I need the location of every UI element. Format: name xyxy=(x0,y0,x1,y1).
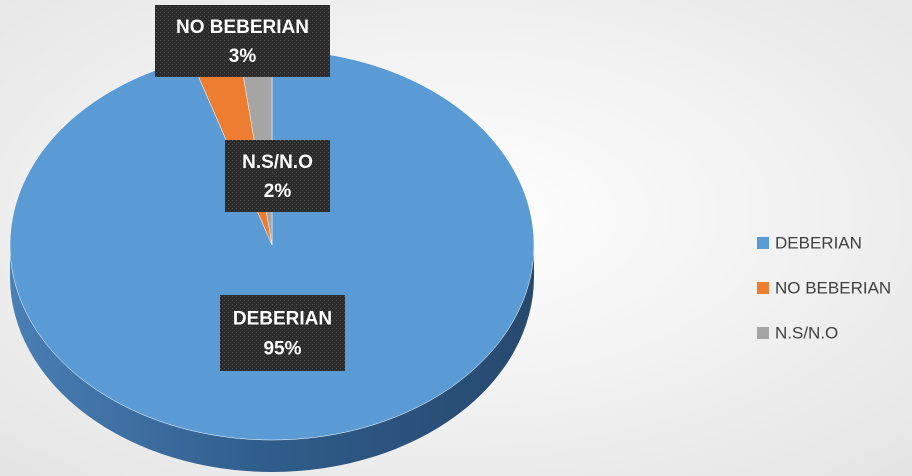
data-label-box xyxy=(225,140,330,212)
data-label-value: 95% xyxy=(263,339,301,360)
legend-swatch xyxy=(757,282,769,294)
legend-label: DEBERIAN xyxy=(775,233,862,252)
data-label-box xyxy=(220,295,345,371)
pie-side xyxy=(10,245,534,472)
legend: DEBERIAN NO BEBERIAN N.S/N.O xyxy=(757,233,891,342)
data-label-value: 3% xyxy=(229,46,257,67)
legend-label: NO BEBERIAN xyxy=(775,278,891,297)
data-label-value: 2% xyxy=(264,181,292,202)
data-label-name: N.S/N.O xyxy=(242,152,313,173)
data-labels: DEBERIAN 95% NO BEBERIAN 3% N.S/N.O 2% xyxy=(155,5,345,371)
data-label-name: DEBERIAN xyxy=(233,308,332,329)
data-label-name: NO BEBERIAN xyxy=(176,17,309,38)
legend-swatch xyxy=(757,327,769,339)
legend-swatch xyxy=(757,237,769,249)
data-label-box xyxy=(155,5,330,77)
legend-label: N.S/N.O xyxy=(775,323,838,342)
pie xyxy=(9,49,535,472)
